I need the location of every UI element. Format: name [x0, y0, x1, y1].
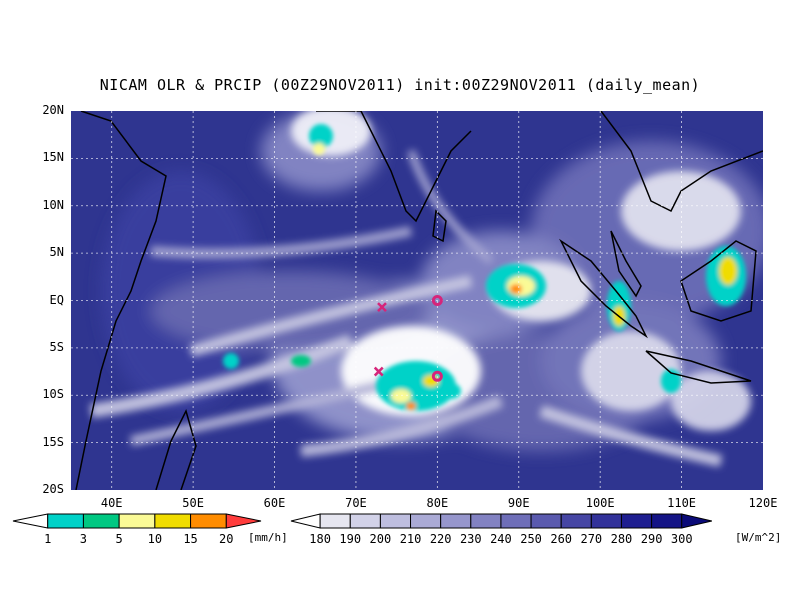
cross-marker [373, 366, 384, 377]
colorbar-swatch [47, 513, 84, 529]
olr-precip-map [71, 111, 763, 490]
lat-label: 15N [42, 150, 64, 165]
colorbar-label: 5 [115, 532, 123, 546]
lon-label: 60E [263, 496, 286, 510]
cross-marker [377, 302, 387, 313]
colorbar-swatch [620, 513, 653, 529]
olr-field [71, 111, 763, 490]
colorbar-label: 260 [550, 532, 573, 546]
lon-label: 120E [748, 496, 778, 510]
colorbar-label: 10 [147, 532, 163, 546]
coastlines [75, 111, 763, 490]
markers [373, 295, 443, 382]
colorbar-over-triangle [681, 513, 712, 529]
lat-label: 20S [42, 482, 64, 496]
colorbar-label: 220 [429, 532, 452, 546]
java-coast [645, 350, 752, 384]
colorbar-label: 190 [339, 532, 362, 546]
lat-label: 5N [49, 245, 64, 260]
colorbar-swatch [379, 513, 412, 529]
olr-unit: [W/m^2] [735, 531, 782, 544]
sumatra-coast [559, 238, 648, 339]
lon-label: 50E [182, 496, 204, 510]
lat-lon-grid [71, 111, 763, 490]
lat-label: 10S [42, 387, 64, 402]
colorbar-under-triangle [12, 513, 49, 529]
africa-coast [75, 111, 167, 490]
precip-colorbar [12, 513, 262, 529]
borneo-coast [680, 240, 757, 322]
colorbar-swatch [500, 513, 532, 529]
indochina-coast [600, 111, 763, 213]
circle-marker [431, 370, 443, 382]
lat-label: EQ [49, 292, 64, 307]
colorbar-label: 230 [459, 532, 482, 546]
lat-label: 20N [42, 103, 64, 117]
colorbar-swatch [82, 513, 120, 529]
colorbar-label: 200 [369, 532, 392, 546]
lon-label: 80E [426, 496, 449, 510]
colorbar-over-triangle [225, 513, 262, 529]
colorbar-swatch [440, 513, 472, 529]
lon-label: 70E [345, 496, 367, 510]
colorbar-label: 300 [670, 532, 693, 546]
colorbar-swatch [349, 513, 381, 529]
colorbar-label: 290 [640, 532, 663, 546]
colorbar-swatch [470, 513, 502, 529]
colorbar-label: 1 [44, 532, 52, 546]
map-panel [71, 111, 763, 490]
colorbar-swatch [590, 513, 622, 529]
lon-label: 100E [585, 496, 615, 510]
colorbar-label: 20 [219, 532, 234, 546]
colorbar-label: 15 [183, 532, 198, 546]
lat-label: 10N [42, 197, 64, 212]
malay-coast [610, 230, 642, 298]
colorbar-label: 280 [610, 532, 633, 546]
colorbar-swatch [319, 513, 351, 529]
colorbar-label: 180 [309, 532, 331, 546]
colorbar-swatch [410, 513, 442, 529]
colorbar-swatch [154, 513, 192, 529]
colorbar-swatch [530, 513, 562, 529]
colorbar-swatch [190, 513, 227, 529]
colorbar-label: 270 [580, 532, 603, 546]
figure-title: NICAM OLR & PRCIP (00Z29NOV2011) init:00… [99, 76, 701, 94]
colorbar-label: 210 [399, 532, 422, 546]
sri-lanka-coast [432, 209, 447, 243]
colorbar-swatch [118, 513, 156, 529]
lon-label: 40E [100, 496, 123, 510]
precip-unit: [mm/h] [248, 531, 288, 544]
colorbar-under-triangle [290, 513, 321, 529]
circle-marker [431, 295, 443, 306]
india-coast [316, 111, 472, 223]
lon-label: 90E [507, 496, 530, 510]
colorbar-label: 240 [490, 532, 512, 546]
lat-label: 5S [49, 339, 64, 354]
lon-label: 110E [667, 496, 697, 510]
colorbar-label: 250 [520, 532, 542, 546]
madagascar-coast [155, 408, 197, 490]
lat-label: 15S [42, 434, 64, 449]
colorbar-swatch [651, 513, 683, 529]
olr-colorbar [290, 513, 712, 529]
colorbar-swatch [560, 513, 592, 529]
colorbar-label: 3 [79, 532, 88, 546]
